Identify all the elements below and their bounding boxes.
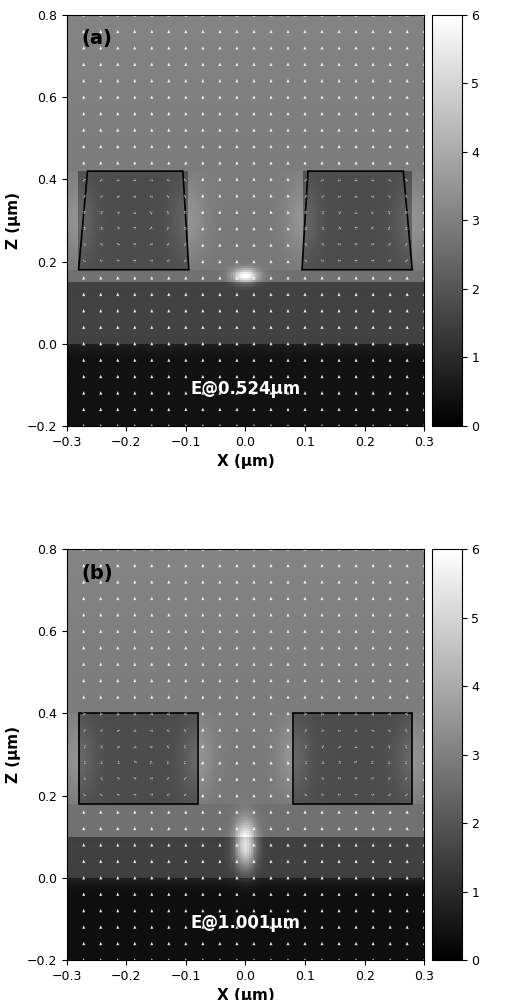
Text: E@0.524μm: E@0.524μm (190, 380, 301, 398)
Y-axis label: Z (μm): Z (μm) (6, 726, 21, 783)
Text: E@1.001μm: E@1.001μm (190, 914, 301, 932)
Text: (b): (b) (81, 564, 113, 583)
X-axis label: X (μm): X (μm) (216, 988, 274, 1000)
X-axis label: X (μm): X (μm) (216, 454, 274, 469)
Y-axis label: Z (μm): Z (μm) (6, 192, 21, 249)
Text: (a): (a) (81, 29, 112, 48)
